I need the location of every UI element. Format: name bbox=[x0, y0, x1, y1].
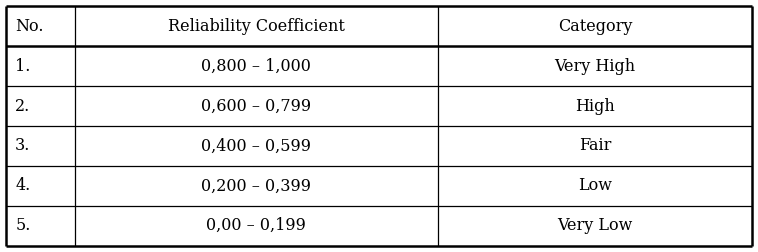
Text: 3.: 3. bbox=[15, 137, 30, 154]
Text: High: High bbox=[575, 98, 615, 115]
Text: 0,600 – 0,799: 0,600 – 0,799 bbox=[201, 98, 312, 115]
Text: 0,200 – 0,399: 0,200 – 0,399 bbox=[202, 177, 312, 194]
Text: 0,400 – 0,599: 0,400 – 0,599 bbox=[202, 137, 312, 154]
Text: 0,800 – 1,000: 0,800 – 1,000 bbox=[202, 58, 312, 75]
Text: No.: No. bbox=[15, 18, 44, 35]
Text: 5.: 5. bbox=[15, 217, 30, 234]
Text: 0,00 – 0,199: 0,00 – 0,199 bbox=[206, 217, 306, 234]
Text: Reliability Coefficient: Reliability Coefficient bbox=[168, 18, 345, 35]
Text: 2.: 2. bbox=[15, 98, 30, 115]
Text: Fair: Fair bbox=[579, 137, 611, 154]
Text: Low: Low bbox=[578, 177, 612, 194]
Text: Category: Category bbox=[558, 18, 632, 35]
Text: 1.: 1. bbox=[15, 58, 30, 75]
Text: Very Low: Very Low bbox=[557, 217, 633, 234]
Text: Very High: Very High bbox=[554, 58, 635, 75]
Text: 4.: 4. bbox=[15, 177, 30, 194]
